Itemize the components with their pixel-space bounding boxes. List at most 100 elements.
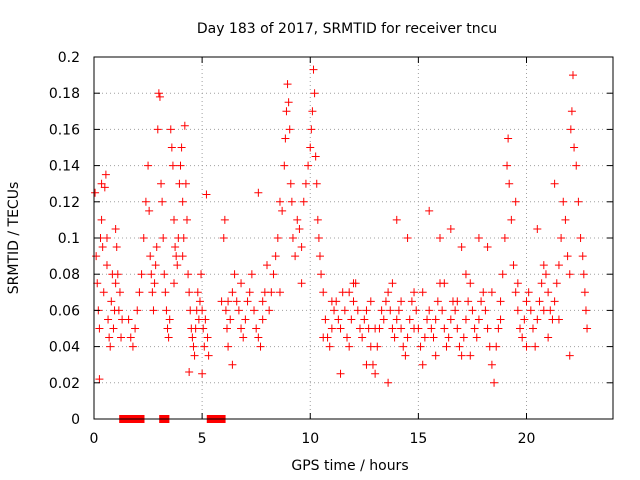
data-point [366, 297, 375, 306]
data-point [511, 197, 520, 206]
data-point [524, 288, 533, 297]
data-point [177, 143, 186, 152]
data-point [503, 161, 512, 170]
data-point [200, 342, 209, 351]
data-point [544, 333, 553, 342]
data-point [373, 342, 382, 351]
data-point [576, 234, 585, 242]
data-point [505, 179, 514, 188]
data-point [304, 161, 313, 170]
data-point [504, 134, 513, 143]
data-point [325, 342, 334, 351]
data-point [550, 179, 559, 188]
data-point [269, 270, 278, 279]
data-point [563, 252, 572, 261]
data-point [152, 243, 161, 252]
data-point [105, 333, 114, 342]
data-point [580, 288, 589, 297]
data-point [181, 179, 190, 188]
x-axis-title: GPS time / hours [291, 458, 408, 474]
data-point [273, 234, 282, 242]
data-point [199, 324, 208, 333]
data-point [278, 206, 287, 215]
data-point [307, 125, 316, 134]
data-point [459, 333, 468, 342]
data-point [104, 315, 113, 324]
data-point [149, 306, 158, 315]
y-tick-label: 0.06 [49, 303, 80, 319]
data-point [418, 360, 427, 369]
data-point [522, 342, 531, 351]
data-point [340, 306, 349, 315]
data-point [243, 297, 252, 306]
data-point [182, 215, 191, 224]
data-point [157, 179, 166, 188]
data-point [384, 378, 393, 387]
data-point [533, 315, 542, 324]
data-point [99, 288, 108, 297]
y-tick-label: 0.12 [49, 195, 80, 211]
data-point [224, 297, 233, 306]
data-point [516, 324, 525, 333]
data-point [474, 234, 483, 242]
data-point [239, 333, 248, 342]
data-point [188, 333, 197, 342]
data-point [271, 252, 280, 261]
data-point [446, 315, 455, 324]
data-point [180, 121, 189, 130]
data-point [552, 279, 561, 288]
data-point [392, 315, 401, 324]
data-point [95, 375, 104, 384]
y-tick-label: 0.04 [49, 340, 80, 356]
data-point [565, 270, 574, 279]
data-point [533, 224, 542, 233]
y-tick-label: 0.14 [49, 159, 80, 175]
data-point [498, 270, 507, 279]
x-tick-label: 5 [198, 431, 207, 447]
x-tick-labels: 0 5 10 15 20 [90, 431, 536, 447]
data-point [539, 306, 548, 315]
data-point [451, 306, 460, 315]
data-point [165, 315, 174, 324]
data-point [313, 215, 322, 224]
data-point [228, 360, 237, 369]
data-point [401, 351, 410, 360]
data-point [308, 107, 317, 116]
data-point [230, 270, 239, 279]
data-point [202, 190, 211, 199]
data-point [397, 297, 406, 306]
data-point [191, 324, 200, 333]
data-point [297, 243, 306, 252]
data-point [311, 152, 320, 161]
data-point [317, 270, 326, 279]
data-point [496, 315, 505, 324]
data-point [128, 342, 137, 351]
data-point [133, 306, 142, 315]
data-point [109, 324, 118, 333]
data-point [275, 197, 284, 206]
data-point [384, 288, 393, 297]
data-point [513, 306, 522, 315]
data-point [438, 306, 447, 315]
data-point [477, 297, 486, 306]
data-point [572, 161, 581, 170]
data-point [531, 342, 540, 351]
data-point [537, 279, 546, 288]
data-point [403, 333, 412, 342]
data-point [170, 215, 179, 224]
data-point [487, 360, 496, 369]
data-point [173, 261, 182, 270]
data-point [299, 197, 308, 206]
data-point [203, 333, 212, 342]
data-point [224, 342, 233, 351]
data-point [429, 333, 438, 342]
data-point [97, 179, 106, 188]
data-point [433, 297, 442, 306]
data-point [295, 224, 304, 233]
data-point [117, 333, 126, 342]
y-tick-label: 0.16 [49, 122, 80, 138]
data-point [483, 324, 492, 333]
data-point [420, 333, 429, 342]
data-point [309, 65, 318, 74]
chart-title: Day 183 of 2017, SRMTID for receiver tnc… [197, 21, 497, 37]
